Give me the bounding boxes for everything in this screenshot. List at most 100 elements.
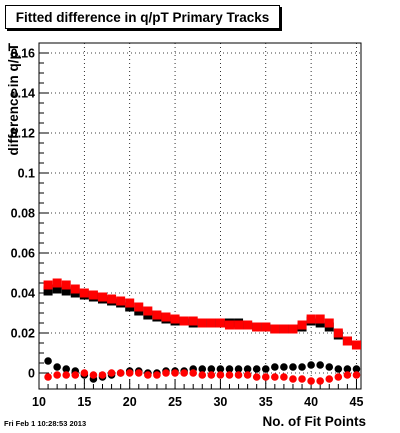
data-point-circle <box>80 369 89 377</box>
data-point-circle <box>316 377 324 385</box>
data-point-square <box>197 318 207 328</box>
data-point-circle <box>325 363 334 371</box>
y-tick-label: 0.06 <box>11 247 35 261</box>
y-tick-label: 0.1 <box>18 167 35 181</box>
data-point-circle <box>252 373 261 381</box>
data-point-square <box>270 324 280 334</box>
data-point-square <box>315 314 325 324</box>
data-point-square <box>188 316 198 326</box>
data-point-circle <box>62 365 71 373</box>
data-point-circle <box>153 371 161 379</box>
data-point-circle <box>198 365 207 373</box>
data-point-circle <box>271 363 279 371</box>
data-point-circle <box>280 373 288 381</box>
data-point-circle <box>171 369 179 377</box>
x-tick-label: 15 <box>77 395 91 409</box>
data-point-circle <box>180 369 188 377</box>
data-point-square <box>179 316 189 326</box>
data-point-circle <box>261 373 270 381</box>
data-point-square <box>215 318 225 328</box>
data-point-square <box>97 292 107 302</box>
data-point-circle <box>216 365 225 373</box>
data-point-square <box>279 324 289 334</box>
data-point-circle <box>189 369 197 377</box>
data-point-circle <box>307 377 315 385</box>
data-point-square <box>324 318 334 328</box>
data-point-circle <box>98 371 107 379</box>
x-tick-label: 10 <box>32 395 46 409</box>
data-point-square <box>224 320 234 330</box>
data-point-circle <box>225 365 234 373</box>
data-point-circle <box>316 361 324 369</box>
data-point-square <box>306 314 316 324</box>
data-point-circle <box>234 365 243 373</box>
data-point-circle <box>352 371 361 379</box>
data-point-square <box>43 280 53 290</box>
data-point-circle <box>107 369 116 377</box>
y-tick-label: 0.04 <box>11 287 35 301</box>
data-point-square <box>351 340 361 350</box>
data-point-square <box>288 324 298 334</box>
data-point-circle <box>334 365 343 373</box>
x-axis-label: No. of Fit Points <box>263 414 367 429</box>
y-axis-label: difference in q/pT <box>6 42 21 155</box>
data-point-circle <box>44 357 52 365</box>
data-point-square <box>107 294 117 304</box>
y-tick-label: 0.08 <box>11 207 35 221</box>
data-point-circle <box>243 365 252 373</box>
x-tick-label: 25 <box>168 395 182 409</box>
data-point-circle <box>44 373 52 381</box>
x-tick-label: 20 <box>123 395 137 409</box>
data-point-circle <box>225 371 234 379</box>
data-point-circle <box>207 371 216 379</box>
data-point-circle <box>144 371 152 379</box>
data-point-circle <box>198 371 207 379</box>
x-tick-label: 40 <box>304 395 318 409</box>
chart-title: Fitted difference in q/pT Primary Tracks <box>5 5 280 29</box>
data-point-circle <box>325 375 334 383</box>
data-point-square <box>297 320 307 330</box>
y-tick-label: 0.12 <box>11 127 35 141</box>
data-point-square <box>143 306 153 316</box>
data-point-circle <box>243 371 252 379</box>
data-point-circle <box>252 365 261 373</box>
x-tick-label: 35 <box>259 395 273 409</box>
data-point-circle <box>298 375 306 383</box>
data-point-square <box>333 328 343 338</box>
data-point-square <box>170 314 180 324</box>
data-point-circle <box>162 369 170 377</box>
data-point-circle <box>261 365 270 373</box>
data-point-circle <box>116 369 125 377</box>
data-point-square <box>234 320 244 330</box>
data-point-square <box>43 286 53 296</box>
data-point-circle <box>125 369 134 377</box>
data-point-square <box>134 302 144 312</box>
data-point-square <box>243 320 253 330</box>
data-point-square <box>61 286 71 296</box>
data-point-square <box>161 312 171 322</box>
data-point-square <box>52 278 62 288</box>
data-point-circle <box>271 373 279 381</box>
data-point-circle <box>134 369 143 377</box>
data-point-square <box>70 284 80 294</box>
data-point-square <box>79 288 89 298</box>
data-point-circle <box>307 361 315 369</box>
data-point-circle <box>352 365 361 373</box>
y-tick-label: 0 <box>28 367 35 381</box>
data-point-square <box>342 336 352 346</box>
data-point-square <box>52 284 62 294</box>
data-point-circle <box>289 375 297 383</box>
data-point-circle <box>89 371 98 379</box>
data-point-square <box>261 322 271 332</box>
y-tick-label: 0.16 <box>11 47 35 61</box>
data-point-square <box>206 318 216 328</box>
data-point-circle <box>53 363 61 371</box>
data-point-circle <box>62 371 71 379</box>
data-point-circle <box>343 371 352 379</box>
data-point-circle <box>298 363 306 371</box>
data-point-circle <box>343 365 352 373</box>
data-point-circle <box>207 365 216 373</box>
data-point-circle <box>280 363 288 371</box>
data-point-square <box>116 296 126 306</box>
